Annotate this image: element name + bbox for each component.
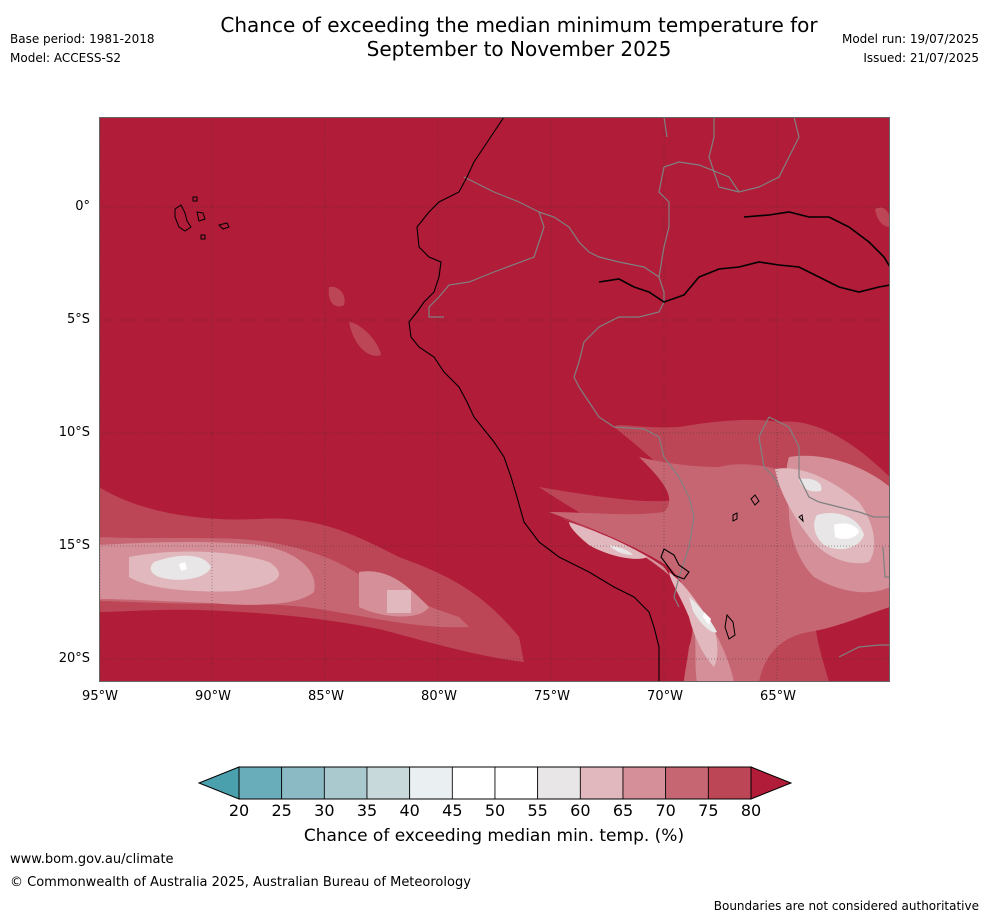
lon-tick-85w: 85°W xyxy=(296,689,356,704)
colorbar-cells xyxy=(239,767,751,799)
colorbar-cell xyxy=(324,767,367,799)
colorbar-tick: 35 xyxy=(347,801,387,820)
colorbar-tick: 20 xyxy=(219,801,259,820)
colorbar-label: Chance of exceeding median min. temp. (%… xyxy=(194,826,794,846)
title-line-2: September to November 2025 xyxy=(0,37,988,61)
colorbar-extend-high xyxy=(751,767,791,799)
colorbar xyxy=(196,766,794,800)
footer-url[interactable]: www.bom.gov.au/climate xyxy=(10,852,174,867)
lon-tick-95w: 95°W xyxy=(70,689,130,704)
colorbar-extend-low xyxy=(199,767,239,799)
colorbar-tick: 30 xyxy=(304,801,344,820)
title-line-1: Chance of exceeding the median minimum t… xyxy=(0,13,988,37)
lat-tick-0: 0° xyxy=(30,199,90,214)
lon-tick-75w: 75°W xyxy=(522,689,582,704)
colorbar-tick: 55 xyxy=(518,801,558,820)
colorbar-tick: 50 xyxy=(475,801,515,820)
colorbar-cell xyxy=(495,767,538,799)
colorbar-tick: 65 xyxy=(603,801,643,820)
colorbar-cell xyxy=(410,767,453,799)
colorbar-tick: 70 xyxy=(646,801,686,820)
colorbar-cell xyxy=(282,767,325,799)
lon-tick-65w: 65°W xyxy=(748,689,808,704)
lon-tick-90w: 90°W xyxy=(183,689,243,704)
colorbar-tick: 25 xyxy=(262,801,302,820)
footer-copyright: © Commonwealth of Australia 2025, Austra… xyxy=(10,875,471,890)
colorbar-tick: 75 xyxy=(688,801,728,820)
colorbar-cell xyxy=(239,767,282,799)
colorbar-tick: 80 xyxy=(731,801,771,820)
lat-tick-10s: 10°S xyxy=(30,425,90,440)
colorbar-cell xyxy=(666,767,709,799)
lon-tick-70w: 70°W xyxy=(635,689,695,704)
footer-disclaimer: Boundaries are not considered authoritat… xyxy=(714,899,979,913)
colorbar-cell xyxy=(538,767,581,799)
lat-tick-20s: 20°S xyxy=(30,651,90,666)
lat-tick-15s: 15°S xyxy=(30,538,90,553)
lon-tick-80w: 80°W xyxy=(409,689,469,704)
colorbar-tick: 60 xyxy=(560,801,600,820)
page-title: Chance of exceeding the median minimum t… xyxy=(0,13,988,61)
colorbar-tick: 40 xyxy=(390,801,430,820)
lat-tick-5s: 5°S xyxy=(30,312,90,327)
probability-map xyxy=(99,117,890,682)
colorbar-cell xyxy=(367,767,410,799)
colorbar-tick: 45 xyxy=(432,801,472,820)
colorbar-cell xyxy=(708,767,751,799)
colorbar-cell xyxy=(452,767,495,799)
colorbar-cell xyxy=(623,767,666,799)
colorbar-cell xyxy=(580,767,623,799)
